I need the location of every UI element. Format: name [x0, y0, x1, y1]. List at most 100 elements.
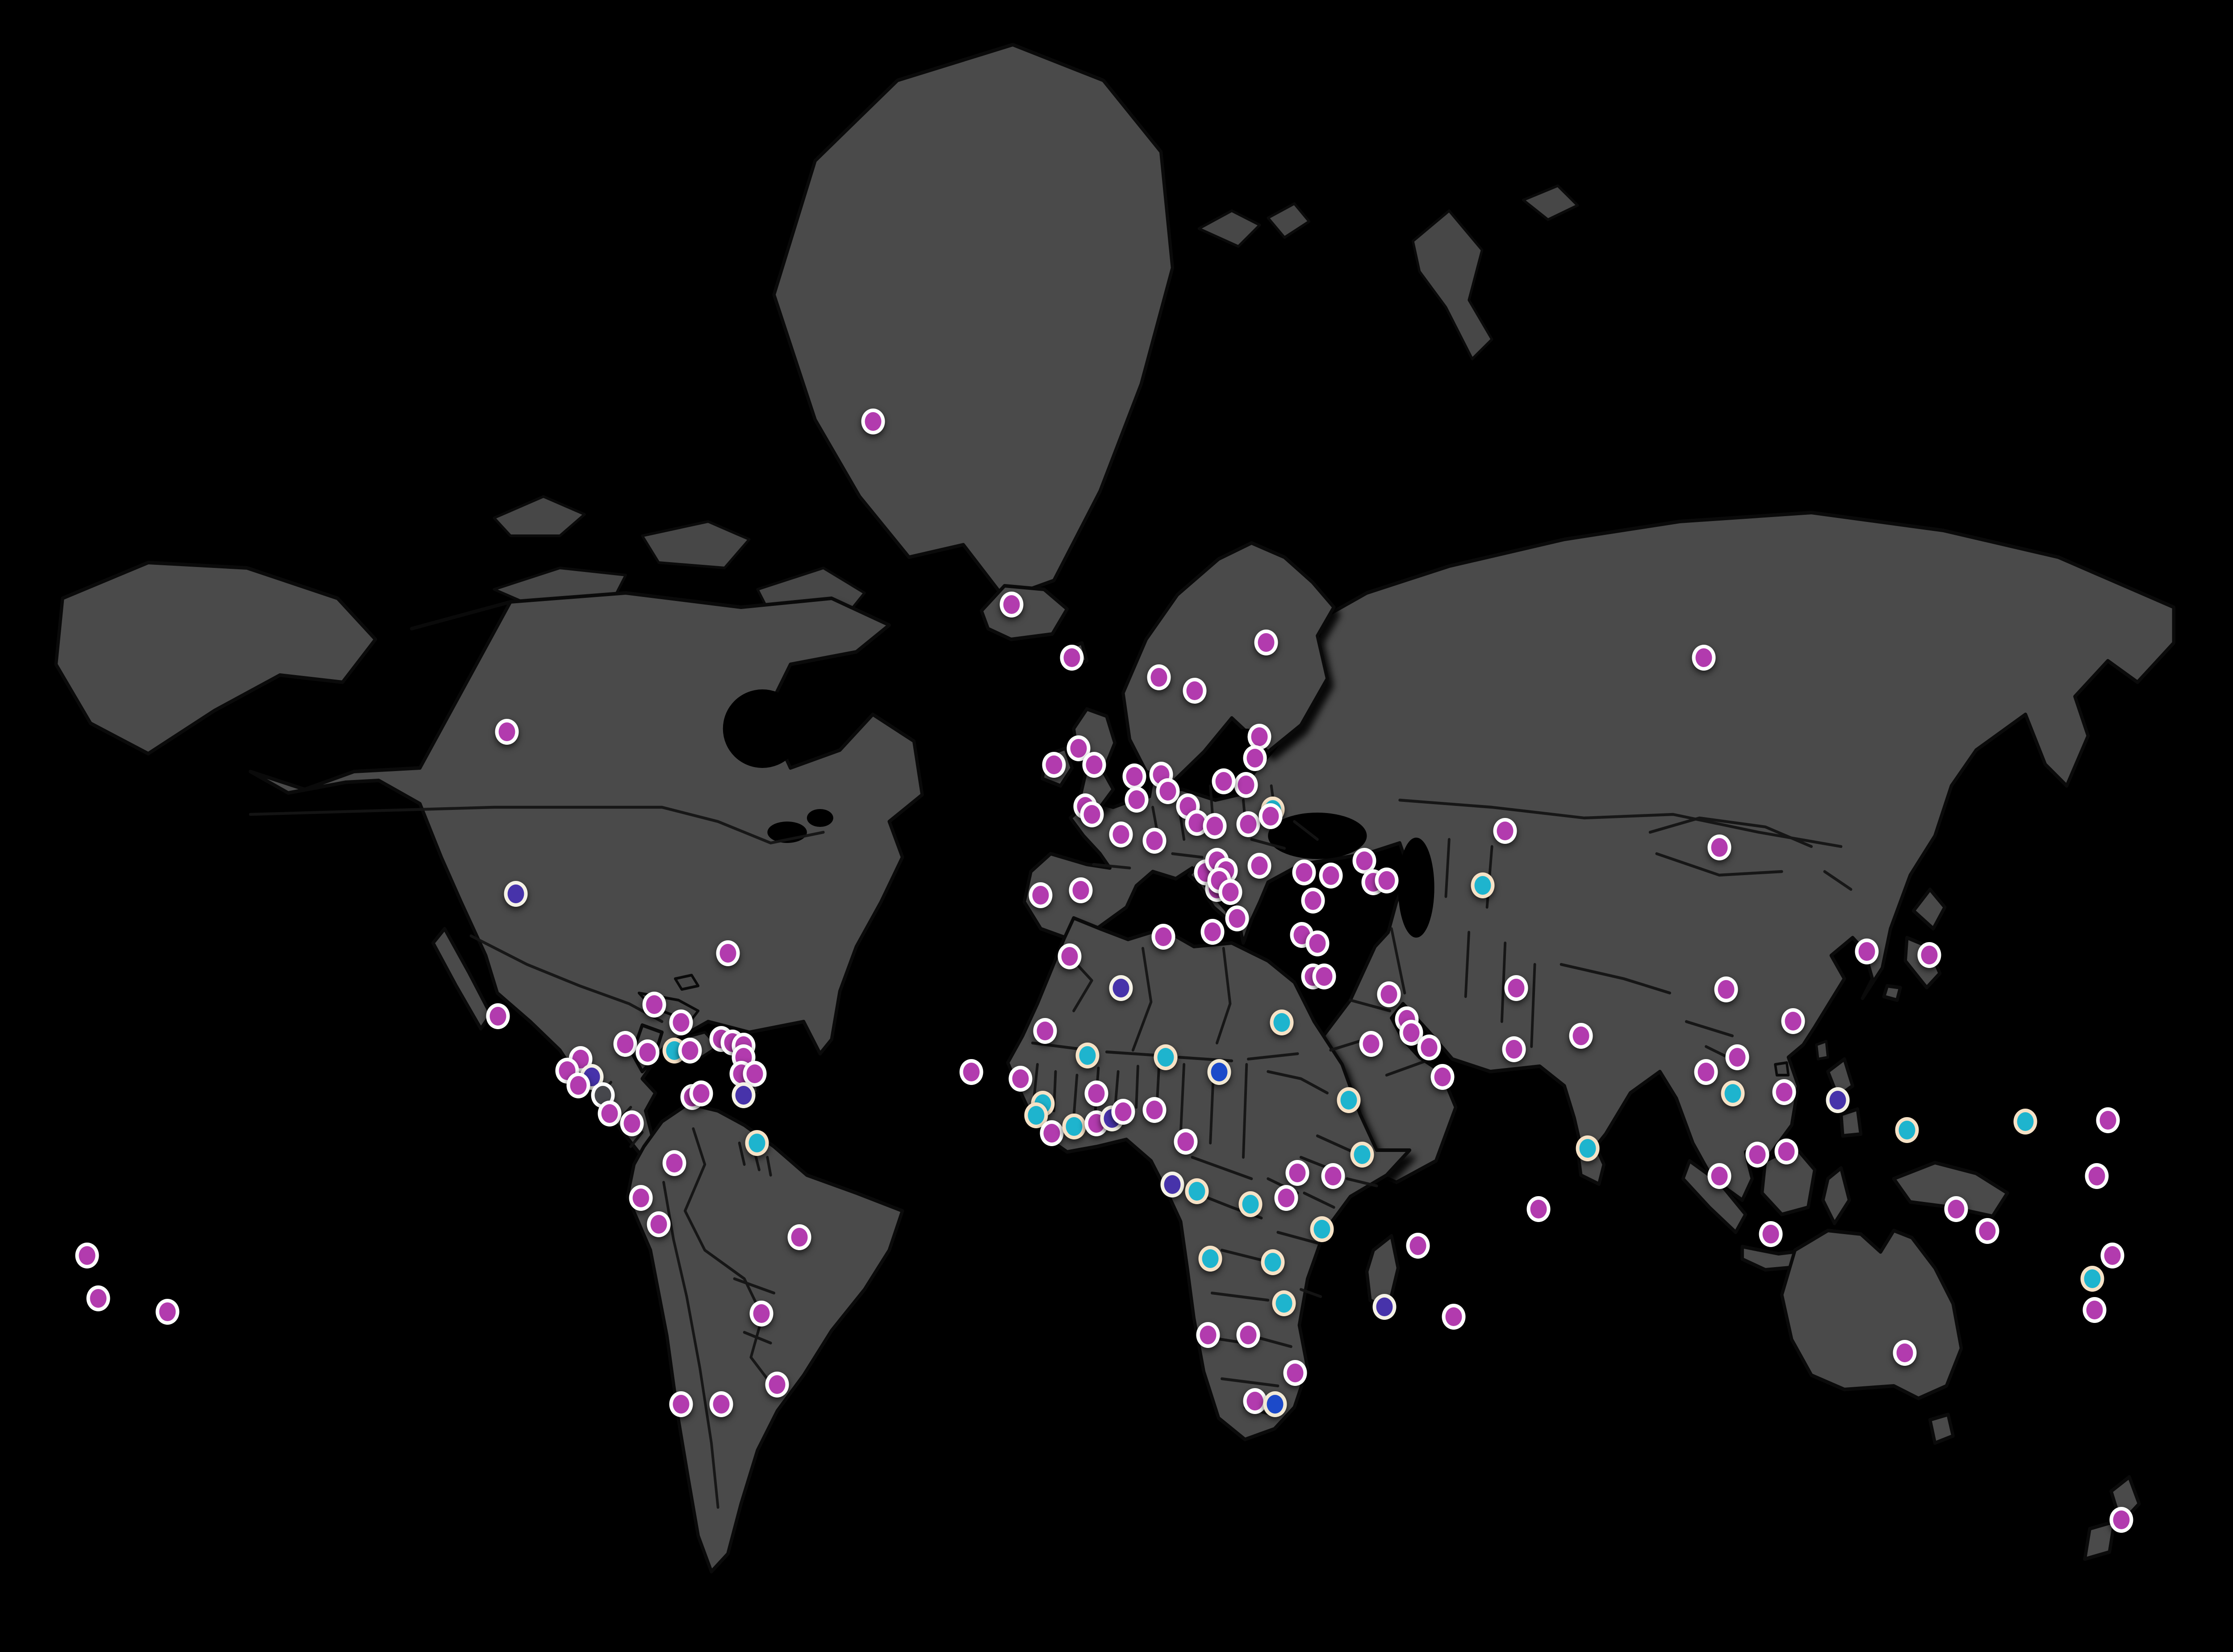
map-marker-burkina-faso[interactable] [1084, 1080, 1108, 1107]
map-marker-laos[interactable] [1725, 1044, 1749, 1070]
map-marker-brunei[interactable] [1774, 1138, 1798, 1164]
map-marker-switzerland[interactable] [1142, 828, 1167, 854]
map-marker-moldova[interactable] [1259, 803, 1283, 829]
map-marker-brazil[interactable] [787, 1224, 811, 1251]
map-marker-indonesia-west[interactable] [1707, 1163, 1731, 1189]
map-marker-iraq[interactable] [1377, 981, 1401, 1008]
map-marker-uruguay[interactable] [765, 1371, 789, 1398]
map-marker-panama[interactable] [598, 1100, 622, 1126]
map-marker-cameroon[interactable] [1174, 1128, 1198, 1155]
map-marker-ireland[interactable] [1042, 752, 1066, 778]
map-marker-namibia[interactable] [1196, 1322, 1220, 1348]
map-marker-bermuda[interactable] [716, 940, 740, 966]
map-marker-gabon[interactable] [1160, 1171, 1184, 1197]
map-marker-hungary[interactable] [1203, 813, 1227, 839]
map-marker-dr-congo[interactable] [1238, 1191, 1263, 1218]
map-marker-chile[interactable] [669, 1391, 693, 1417]
map-marker-united-arab-emirates[interactable] [1417, 1034, 1441, 1060]
map-marker-portugal[interactable] [1029, 882, 1053, 909]
map-marker-united-kingdom[interactable] [1082, 752, 1106, 778]
map-marker-micronesia[interactable] [1895, 1117, 1919, 1143]
map-marker-marshall-islands[interactable] [2013, 1109, 2037, 1135]
map-marker-mozambique[interactable] [1283, 1360, 1307, 1386]
map-marker-norway[interactable] [1147, 664, 1171, 690]
map-marker-vanuatu[interactable] [2100, 1243, 2124, 1268]
map-marker-poland[interactable] [1212, 768, 1236, 795]
map-marker-argentina[interactable] [709, 1391, 733, 1417]
map-marker-cote-divoire[interactable] [1062, 1114, 1086, 1140]
map-marker-colombia-north[interactable] [620, 1110, 644, 1136]
map-marker-trinidad[interactable] [732, 1082, 756, 1109]
map-marker-canada[interactable] [495, 719, 519, 745]
map-marker-mauritius[interactable] [1442, 1303, 1466, 1330]
map-marker-maldives[interactable] [1526, 1196, 1551, 1222]
map-marker-algeria[interactable] [1109, 975, 1133, 1001]
map-marker-belize[interactable] [613, 1031, 637, 1057]
map-marker-cook-islands[interactable] [75, 1243, 99, 1268]
map-marker-cambodia[interactable] [1721, 1080, 1745, 1107]
map-marker-tunisia[interactable] [1151, 923, 1175, 950]
map-marker-china[interactable] [1714, 976, 1738, 1003]
map-marker-mali[interactable] [1075, 1043, 1100, 1069]
map-marker-tanzania[interactable] [1310, 1216, 1334, 1242]
map-marker-india[interactable] [1569, 1022, 1593, 1049]
map-marker-egypt[interactable] [1270, 1010, 1294, 1036]
map-marker-madagascar[interactable] [1372, 1293, 1397, 1320]
map-marker-france[interactable] [1109, 821, 1133, 847]
map-marker-liberia[interactable] [1040, 1120, 1064, 1147]
map-marker-angola[interactable] [1198, 1246, 1222, 1272]
map-marker-philippines[interactable] [1826, 1087, 1850, 1114]
map-marker-mongolia[interactable] [1707, 834, 1731, 861]
map-marker-latvia[interactable] [1243, 745, 1267, 772]
map-marker-turkey-east[interactable] [1319, 863, 1343, 889]
map-marker-australia[interactable] [1893, 1340, 1917, 1366]
map-marker-mexico[interactable] [486, 1003, 510, 1029]
map-marker-kiribati[interactable] [2096, 1107, 2120, 1133]
map-marker-afghanistan[interactable] [1504, 975, 1528, 1001]
map-marker-pakistan[interactable] [1502, 1036, 1526, 1062]
map-marker-togo[interactable] [1111, 1099, 1135, 1125]
map-marker-yemen[interactable] [1350, 1142, 1374, 1168]
map-marker-lithuania[interactable] [1234, 772, 1258, 798]
map-marker-bulgaria[interactable] [1247, 852, 1271, 879]
map-marker-paraguay[interactable] [749, 1300, 774, 1327]
map-marker-zimbabwe[interactable] [1272, 1290, 1296, 1317]
map-marker-united-kingdom-north[interactable] [1066, 735, 1091, 762]
map-marker-myanmar[interactable] [1694, 1059, 1718, 1085]
map-marker-south-africa[interactable] [1263, 1391, 1287, 1417]
map-marker-turkey[interactable] [1292, 859, 1316, 885]
map-marker-morocco[interactable] [1058, 943, 1082, 970]
map-marker-nigeria[interactable] [1142, 1097, 1167, 1123]
map-marker-romania[interactable] [1236, 811, 1260, 838]
map-marker-nicaragua-west[interactable] [566, 1072, 590, 1098]
map-marker-sweden[interactable] [1183, 677, 1207, 704]
map-marker-malaysia[interactable] [1745, 1142, 1769, 1168]
map-marker-congo[interactable] [1185, 1178, 1209, 1204]
map-marker-bahamas[interactable] [669, 1010, 693, 1036]
map-marker-indonesia[interactable] [1759, 1221, 1783, 1247]
map-marker-tonga[interactable] [2082, 1297, 2107, 1323]
map-marker-colombia[interactable] [662, 1150, 686, 1176]
map-marker-saudi-arabia[interactable] [1359, 1031, 1383, 1057]
map-marker-solomon-islands[interactable] [1975, 1218, 1999, 1244]
map-marker-oman[interactable] [1430, 1064, 1455, 1090]
map-marker-sri-lanka[interactable] [1576, 1135, 1600, 1161]
map-marker-kenya[interactable] [1321, 1163, 1345, 1189]
map-marker-jordan-south[interactable] [1312, 963, 1336, 989]
map-marker-uganda[interactable] [1285, 1160, 1309, 1186]
map-marker-cyprus[interactable] [1301, 887, 1325, 914]
map-marker-honduras[interactable] [636, 1039, 660, 1065]
map-marker-niger[interactable] [1154, 1044, 1178, 1070]
map-marker-vietnam[interactable] [1781, 1008, 1805, 1034]
map-marker-peru[interactable] [647, 1211, 671, 1237]
map-marker-greenland[interactable] [861, 408, 885, 434]
map-marker-new-zealand[interactable] [2109, 1507, 2133, 1533]
map-marker-guyana[interactable] [745, 1130, 769, 1156]
map-marker-botswana[interactable] [1236, 1322, 1260, 1348]
map-marker-malawi[interactable] [1261, 1249, 1285, 1275]
map-marker-dominican-republic[interactable] [678, 1038, 702, 1064]
map-marker-tuvalu[interactable] [2085, 1163, 2109, 1189]
map-marker-ethiopia[interactable] [1337, 1087, 1361, 1114]
map-marker-united-states[interactable] [504, 880, 528, 907]
map-marker-south-korea[interactable] [1855, 939, 1879, 965]
